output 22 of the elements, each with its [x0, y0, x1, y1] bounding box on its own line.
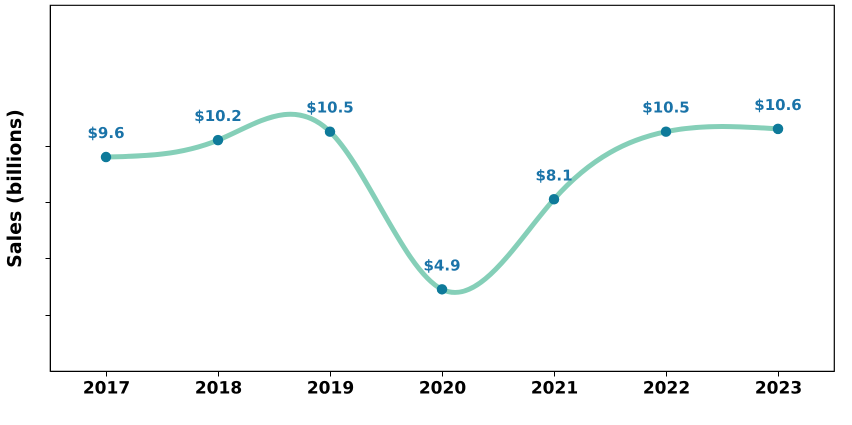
x-tick-label: 2021 — [530, 378, 578, 398]
point — [324, 126, 336, 137]
data-label: $10.6 — [754, 96, 802, 114]
x-tick-label: 2020 — [418, 378, 466, 398]
x-tick-label: 2017 — [82, 378, 130, 398]
point — [436, 284, 448, 295]
point — [212, 134, 224, 146]
data-label: $10.2 — [194, 107, 242, 126]
data-label: $10.5 — [642, 98, 690, 117]
data-label: $8.1 — [535, 166, 573, 184]
y-axis-title: Sales (billions) — [4, 109, 26, 268]
x-tick-label: 2023 — [754, 378, 802, 398]
x-tick-label: 2019 — [306, 378, 354, 398]
x-tick-label: 2018 — [194, 378, 242, 398]
point — [660, 126, 672, 137]
data-label: $10.5 — [306, 98, 354, 117]
data-label: $9.6 — [87, 124, 125, 142]
data-label: $4.9 — [423, 256, 461, 274]
point — [772, 124, 784, 134]
point — [548, 194, 560, 204]
point — [100, 152, 112, 162]
x-tick-label: 2022 — [642, 378, 690, 398]
